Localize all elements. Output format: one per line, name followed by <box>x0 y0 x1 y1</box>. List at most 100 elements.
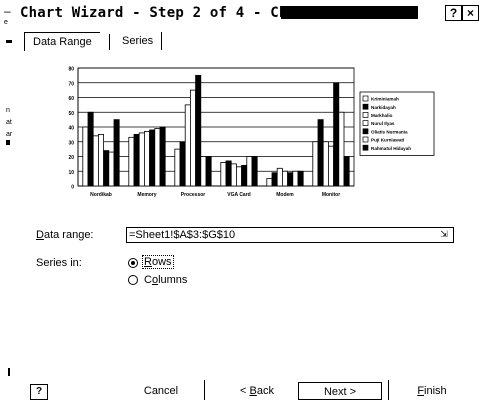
legend-label: Narkidayah <box>371 105 396 110</box>
back-button[interactable]: < Back <box>240 385 274 397</box>
bar <box>113 119 120 187</box>
y-tick-label: 30 <box>68 140 74 146</box>
bar <box>266 178 273 187</box>
bar <box>312 141 319 187</box>
bar <box>98 133 105 187</box>
next-button[interactable]: Next > <box>298 382 382 400</box>
bar <box>276 167 283 187</box>
window-title: Chart Wizard - Step 2 of 4 - Chart S <box>20 5 331 21</box>
rows-label-text: Rows <box>142 255 174 269</box>
bar <box>251 156 258 187</box>
bar <box>292 170 299 187</box>
bar <box>154 128 161 187</box>
y-tick-label: 80 <box>68 67 74 73</box>
edge-text-2: n <box>6 107 10 114</box>
plot-area <box>77 67 355 187</box>
legend-swatch <box>362 144 369 151</box>
bar <box>205 156 212 187</box>
y-tick-label: 0 <box>71 185 74 191</box>
bar <box>179 141 186 187</box>
bar <box>108 151 115 187</box>
bar <box>246 156 253 187</box>
footer-separator <box>204 380 205 400</box>
bar <box>82 126 89 187</box>
bar <box>159 126 166 187</box>
x-tick-label: Nordikab <box>90 192 112 198</box>
system-menu-icon[interactable]: – <box>4 4 11 18</box>
tab-series[interactable]: Series <box>114 32 163 50</box>
data-range-input[interactable]: =Sheet1!$A$3:$G$10 ⇲ <box>126 227 454 243</box>
legend-swatch <box>362 112 369 118</box>
bar <box>149 129 156 187</box>
rows-radio-label[interactable]: Rows <box>142 255 174 269</box>
bar <box>343 156 350 187</box>
edge-text-3: at <box>6 119 12 126</box>
x-tick-label: Monitor <box>322 192 340 198</box>
bar <box>133 133 140 187</box>
x-tick-label: Memory <box>137 192 156 198</box>
bar <box>225 160 232 187</box>
legend-label: Kriminiamah <box>371 97 399 102</box>
data-range-label-text: Data range: <box>36 229 94 241</box>
edge-text-4: ar <box>6 131 13 138</box>
bar <box>327 145 334 187</box>
edge-mark <box>6 40 12 43</box>
series-in-label: Series in: <box>36 257 82 269</box>
x-tick-label: Processor <box>181 192 206 198</box>
bar <box>322 141 329 187</box>
legend-swatch <box>362 120 369 126</box>
tab-data-range[interactable]: Data Range <box>24 32 100 51</box>
columns-radio[interactable] <box>128 275 138 285</box>
bar <box>138 132 145 187</box>
y-tick-label: 10 <box>68 170 74 176</box>
y-tick-label: 20 <box>68 155 74 161</box>
y-tick-label: 70 <box>68 81 74 87</box>
bar <box>144 131 151 187</box>
legend-label: Oliatis Nurmania <box>371 129 408 134</box>
bar <box>338 111 345 187</box>
data-range-label: Data range: <box>36 229 94 241</box>
bar <box>87 111 94 187</box>
finish-button[interactable]: Finish <box>417 385 447 397</box>
bar <box>184 104 191 187</box>
close-button[interactable]: × <box>462 5 479 21</box>
title-bar: – Chart Wizard - Step 2 of 4 - Chart S ?… <box>0 0 480 28</box>
collapse-dialog-icon[interactable]: ⇲ <box>440 229 448 239</box>
help-button[interactable]: ? <box>30 384 48 400</box>
legend-swatch <box>362 128 369 135</box>
bar <box>297 170 304 187</box>
chart-svg: 0 10 20 30 40 50 60 70 80 Nordikab Memory Processor… <box>68 67 435 198</box>
title-redaction <box>281 6 418 19</box>
x-tick-label: VGA Card <box>227 192 250 198</box>
legend-swatch <box>362 95 369 102</box>
tab-separator <box>109 34 110 50</box>
bar <box>281 170 288 187</box>
edge-mark <box>6 140 10 145</box>
edge-mark <box>8 368 10 376</box>
legend-box <box>359 91 435 156</box>
columns-radio-label[interactable]: Columns <box>144 274 188 286</box>
y-tick-label: 40 <box>68 126 74 132</box>
bar <box>128 136 135 187</box>
x-tick-label: Modem <box>276 192 294 198</box>
bar <box>333 82 340 187</box>
y-tick-label: 60 <box>68 96 74 102</box>
legend-label: Markhalio <box>371 113 393 118</box>
data-range-value: =Sheet1!$A$3:$G$10 <box>129 229 236 241</box>
bar <box>92 135 99 187</box>
bar <box>317 119 324 187</box>
chart-preview: 0 10 20 30 40 50 60 70 80 Nordikab Memory Processor… <box>26 56 444 208</box>
legend-label: Rahmatul Hidayah <box>371 146 411 151</box>
rows-radio[interactable] <box>128 258 138 268</box>
bar <box>195 74 202 187</box>
footer-separator <box>388 380 389 400</box>
bar <box>287 172 294 187</box>
bar <box>103 150 110 187</box>
bar <box>220 162 227 187</box>
bar <box>271 172 278 187</box>
y-tick-label: 50 <box>68 111 74 117</box>
legend-label: Puji Kurniawati <box>371 138 404 143</box>
cancel-button[interactable]: Cancel <box>143 385 179 397</box>
bar <box>230 163 237 187</box>
help-title-button[interactable]: ? <box>445 5 462 21</box>
